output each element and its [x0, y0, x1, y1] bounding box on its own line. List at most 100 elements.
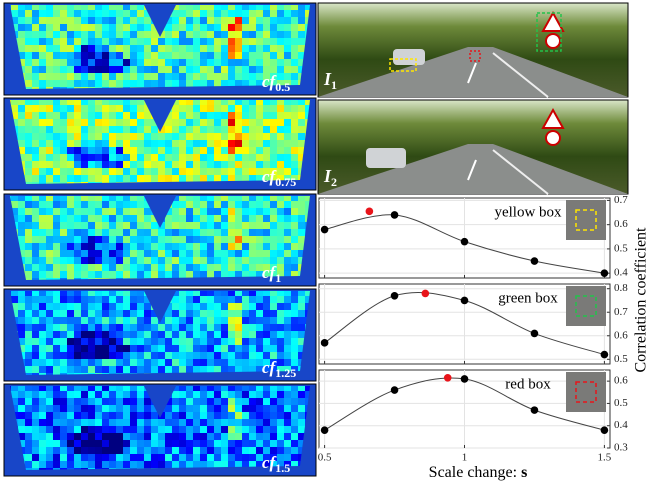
heat-cell	[207, 324, 214, 331]
heat-cell	[144, 73, 151, 80]
data-point	[461, 375, 469, 383]
heat-cell	[284, 24, 291, 31]
heat-cell	[144, 250, 151, 257]
heat-cell	[130, 10, 137, 17]
heat-cell	[228, 154, 235, 161]
heat-cell	[137, 112, 144, 119]
heat-cell	[179, 154, 186, 161]
heat-cell	[25, 45, 32, 52]
heat-cell	[179, 10, 186, 17]
heat-cell	[214, 264, 221, 271]
heat-cell	[200, 10, 207, 17]
data-point	[461, 297, 469, 305]
heat-cell	[88, 250, 95, 257]
heat-cell	[81, 112, 88, 119]
heat-cell	[221, 45, 228, 52]
heat-cell	[81, 271, 88, 278]
heat-cell	[277, 243, 284, 250]
heat-cell	[109, 10, 116, 17]
heat-cell	[186, 243, 193, 250]
heat-cell	[88, 222, 95, 229]
heat-cell	[88, 366, 95, 373]
heat-cell	[32, 324, 39, 331]
heat-cell	[25, 31, 32, 38]
heat-cell	[284, 52, 291, 59]
heat-cell	[242, 426, 249, 433]
heat-cell	[214, 17, 221, 24]
y-tick-label: 0.6	[614, 329, 628, 341]
heat-cell	[88, 119, 95, 126]
heat-cell	[123, 405, 130, 412]
heat-cell	[74, 38, 81, 45]
heat-cell	[39, 236, 46, 243]
heat-cell	[207, 296, 214, 303]
heat-cell	[109, 80, 116, 87]
heat-cell	[109, 24, 116, 31]
heat-cell	[130, 175, 137, 182]
heat-cell	[144, 38, 151, 45]
heat-cell	[116, 412, 123, 419]
heat-cell	[32, 80, 39, 87]
heat-cell	[221, 112, 228, 119]
heat-cell	[193, 119, 200, 126]
heat-cell	[137, 338, 144, 345]
heat-cell	[116, 175, 123, 182]
heat-cell	[144, 140, 151, 147]
heat-cell	[214, 433, 221, 440]
heat-cell	[179, 296, 186, 303]
heat-cell	[186, 59, 193, 66]
heat-cell	[298, 391, 305, 398]
heat-cell	[221, 236, 228, 243]
heat-cell	[39, 426, 46, 433]
heat-cell	[228, 105, 235, 112]
heat-cell	[207, 454, 214, 461]
heat-cell	[109, 208, 116, 215]
heat-cell	[81, 66, 88, 73]
heat-cell	[130, 168, 137, 175]
heat-cell	[165, 24, 172, 31]
heat-cell	[186, 45, 193, 52]
photo-label-subscript: 1	[331, 78, 337, 92]
heat-cell	[228, 133, 235, 140]
heat-cell	[88, 257, 95, 264]
heat-cell	[207, 52, 214, 59]
heat-cell	[116, 324, 123, 331]
heat-cell	[32, 398, 39, 405]
heat-cell	[165, 426, 172, 433]
heat-cell	[53, 331, 60, 338]
heat-cell	[291, 303, 298, 310]
heat-cell	[74, 345, 81, 352]
heat-cell	[39, 271, 46, 278]
heat-cell	[39, 52, 46, 59]
heat-cell	[221, 412, 228, 419]
heat-cell	[130, 331, 137, 338]
heat-cell	[242, 229, 249, 236]
heat-cell	[193, 161, 200, 168]
heat-cell	[60, 338, 67, 345]
heat-cell	[137, 52, 144, 59]
heat-cell	[46, 433, 53, 440]
heat-cell	[123, 440, 130, 447]
heat-cell	[102, 412, 109, 419]
heat-cell	[25, 222, 32, 229]
heat-cell	[137, 412, 144, 419]
heat-cell	[81, 317, 88, 324]
heat-cell	[221, 433, 228, 440]
heat-cell	[109, 412, 116, 419]
heat-cell	[165, 168, 172, 175]
heat-cell	[116, 303, 123, 310]
heat-cell	[193, 359, 200, 366]
data-point	[321, 226, 329, 234]
heat-cell	[144, 412, 151, 419]
heat-cell	[32, 154, 39, 161]
heat-cell	[25, 133, 32, 140]
heat-cell	[46, 133, 53, 140]
heat-cell	[18, 296, 25, 303]
heat-cell	[137, 126, 144, 133]
heat-cell	[214, 24, 221, 31]
heat-cell	[179, 243, 186, 250]
heat-cell	[207, 391, 214, 398]
heat-cell	[123, 419, 130, 426]
heat-cell	[221, 222, 228, 229]
heat-cell	[207, 317, 214, 324]
